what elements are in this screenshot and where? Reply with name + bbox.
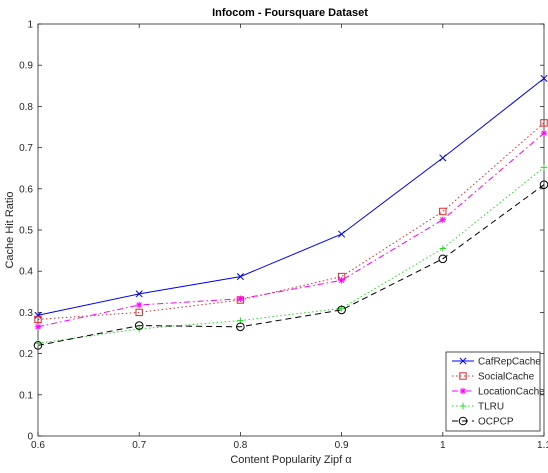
legend-marker-socialcache: [459, 372, 467, 380]
series-lines: [37, 78, 545, 346]
y-axis-title: Cache Hit Ratio: [4, 191, 16, 268]
data-point-ocpcp: [438, 254, 448, 264]
x-tick-label: 1: [440, 440, 446, 451]
data-point-locationcache: [439, 216, 446, 223]
legend-label: OCPCP: [478, 417, 514, 428]
legend-marker-cafrepcache: [459, 357, 467, 365]
data-point-socialcache: [540, 119, 548, 127]
series-markers: [33, 74, 548, 350]
data-point-cafrepcache: [34, 311, 42, 319]
data-point-locationcache: [237, 295, 244, 303]
y-tick-label: 0.7: [19, 143, 33, 154]
axis-ticks: 0.6 0.7 0.8 0.9 1 1.1 0 0.1 0.2 0.3 0.4 0.5 0.6 0.7 0.…: [19, 20, 548, 452]
x-tick-label: 0.7: [132, 440, 146, 451]
legend: CafRepCache SocialCache LocationCache TLRU O…: [445, 351, 545, 432]
x-tick-label: 0.6: [31, 440, 45, 451]
legend-marker-ocpcp: [458, 416, 468, 426]
data-point-locationcache: [540, 129, 548, 137]
y-tick-label: 0: [27, 432, 33, 443]
data-point-tlru: [540, 164, 548, 171]
data-point-tlru: [439, 245, 446, 252]
x-tick-label: 0.9: [335, 440, 349, 451]
y-tick-label: 0.9: [19, 61, 33, 72]
y-tick-label: 1: [27, 20, 33, 31]
data-point-cafrepcache: [338, 230, 346, 238]
legend-label: TLRU: [478, 402, 504, 413]
legend-marker-tlru: [459, 402, 467, 410]
y-tick-label: 0.8: [19, 102, 33, 113]
data-point-cafrepcache: [540, 74, 548, 82]
y-tick-label: 0.1: [19, 390, 33, 401]
y-tick-label: 0.4: [19, 267, 33, 278]
legend-label: LocationCache: [478, 387, 545, 398]
y-tick-label: 0.5: [19, 226, 33, 237]
data-point-socialcache: [135, 308, 143, 317]
data-point-ocpcp: [337, 305, 346, 315]
x-tick-label: 1.1: [537, 440, 548, 451]
data-point-cafrepcache: [439, 154, 447, 162]
data-point-cafrepcache: [236, 273, 244, 281]
series-line-locationcache: [37, 132, 545, 328]
series-line-ocpcp: [37, 184, 545, 346]
legend-label: CafRepCache: [478, 357, 541, 368]
y-tick-label: 0.3: [19, 308, 33, 319]
data-point-socialcache: [34, 315, 42, 324]
legend-label: SocialCache: [478, 372, 535, 383]
data-point-ocpcp: [33, 341, 43, 350]
series-line-cafrepcache: [37, 78, 545, 316]
data-point-cafrepcache: [135, 290, 143, 298]
data-point-ocpcp: [134, 321, 144, 330]
y-tick-label: 0.6: [19, 184, 33, 195]
legend-marker-locationcache: [459, 387, 467, 395]
x-tick-label: 0.8: [233, 440, 247, 451]
data-point-locationcache: [136, 301, 143, 309]
chart-title: Infocom - Foursquare Dataset: [212, 7, 368, 19]
series-line-socialcache: [37, 122, 545, 320]
data-point-ocpcp: [236, 322, 245, 332]
data-point-locationcache: [34, 323, 42, 331]
y-tick-label: 0.2: [19, 349, 33, 360]
data-point-locationcache: [338, 277, 345, 284]
x-axis-title: Content Popularity Zipf α: [230, 454, 352, 466]
series-line-tlru: [37, 167, 545, 344]
data-point-socialcache: [439, 207, 447, 216]
